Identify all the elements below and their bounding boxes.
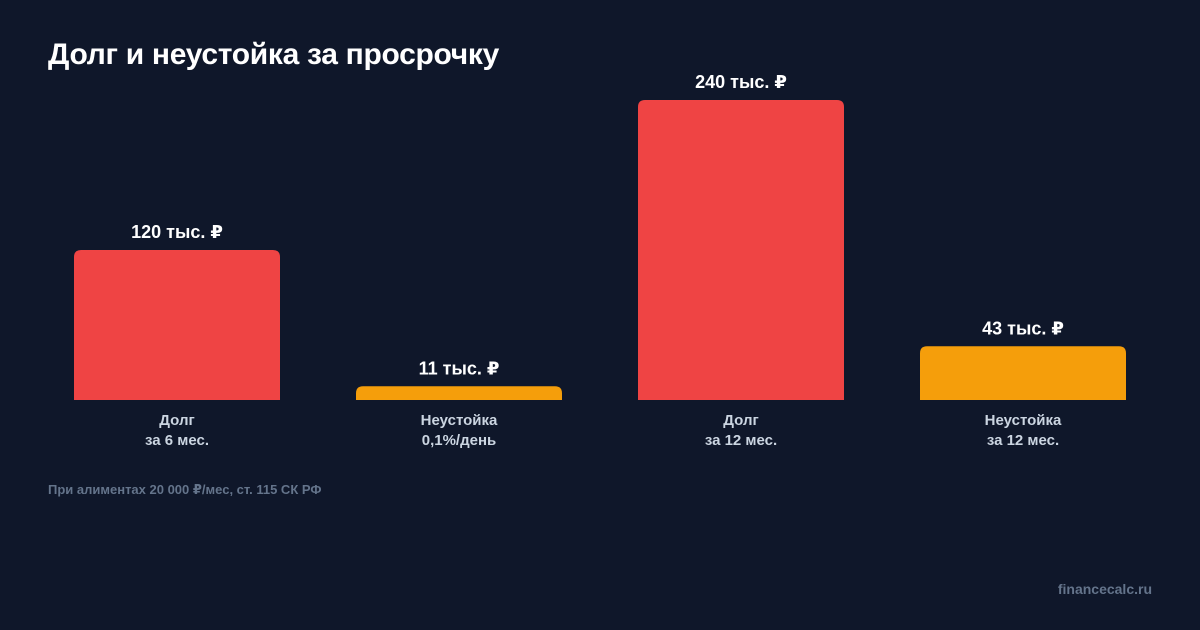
category-label-1-0: Неустойка xyxy=(421,412,498,429)
category-label-2-1: за 12 мес. xyxy=(705,432,777,449)
bar-2 xyxy=(638,100,844,400)
bar-value-label-2: 240 тыс. ₽ xyxy=(695,72,787,92)
bar-3 xyxy=(920,346,1126,400)
bar-value-label-0: 120 тыс. ₽ xyxy=(131,222,223,242)
bar-value-label-1: 11 тыс. ₽ xyxy=(419,358,500,378)
category-label-2-0: Долг xyxy=(723,412,758,429)
category-label-3-1: за 12 мес. xyxy=(987,432,1059,449)
category-label-0-1: за 6 мес. xyxy=(145,432,209,449)
category-label-0-0: Долг xyxy=(159,412,194,429)
bar-0 xyxy=(74,250,280,400)
category-label-1-1: 0,1%/день xyxy=(422,432,497,449)
bar-1 xyxy=(356,386,562,400)
chart-title: Долг и неустойка за просрочку xyxy=(48,38,500,71)
category-label-3-0: Неустойка xyxy=(985,412,1062,429)
footnote: При алиментах 20 000 ₽/мес, ст. 115 СК Р… xyxy=(48,482,322,497)
bar-value-label-3: 43 тыс. ₽ xyxy=(982,318,1064,338)
brand-watermark: financecalc.ru xyxy=(1057,581,1152,597)
